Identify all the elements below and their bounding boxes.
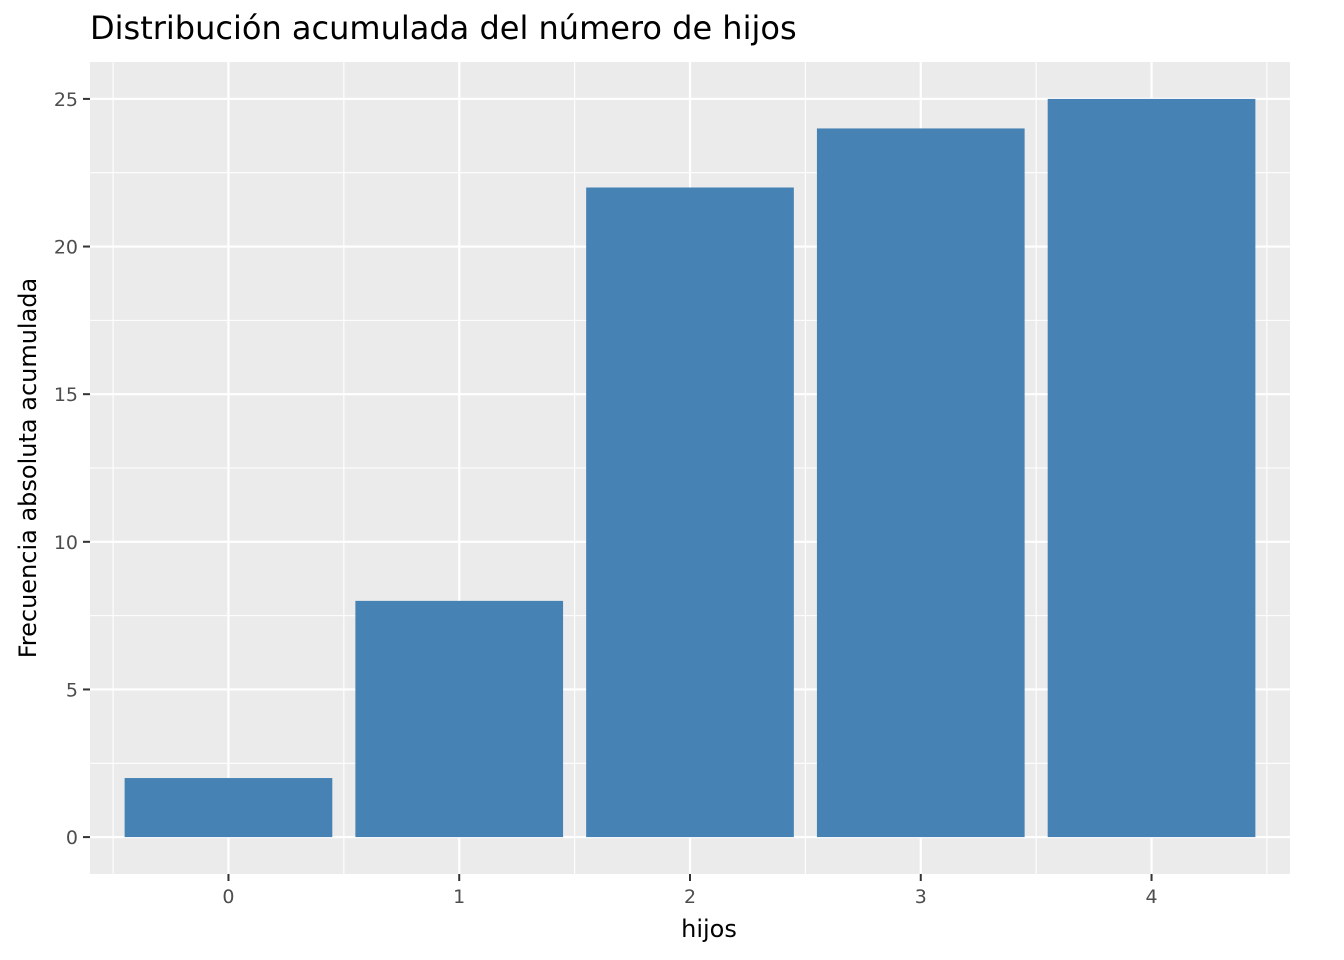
x-tick-label: 4 bbox=[1145, 886, 1157, 908]
x-axis: 0 1 2 3 4 bbox=[222, 874, 1158, 908]
y-tick-label: 25 bbox=[54, 89, 78, 111]
x-axis-title: hijos bbox=[681, 915, 737, 943]
bars bbox=[124, 98, 1256, 838]
x-tick-label: 3 bbox=[915, 886, 927, 908]
y-tick-label: 10 bbox=[54, 532, 78, 554]
y-axis-title: Frecuencia absoluta acumulada bbox=[14, 278, 42, 659]
y-tick-label: 5 bbox=[66, 679, 78, 701]
x-tick-label: 0 bbox=[222, 886, 234, 908]
bar-0 bbox=[124, 778, 333, 838]
y-axis: 0 5 10 15 20 25 bbox=[54, 89, 90, 849]
x-tick-label: 1 bbox=[453, 886, 465, 908]
bar-3 bbox=[816, 128, 1025, 838]
y-tick-label: 15 bbox=[54, 384, 78, 406]
bar-1 bbox=[355, 600, 564, 838]
bar-4 bbox=[1047, 98, 1256, 838]
y-tick-label: 0 bbox=[66, 827, 78, 849]
y-tick-label: 20 bbox=[54, 237, 78, 259]
chart-title: Distribución acumulada del número de hij… bbox=[90, 9, 797, 47]
bar-2 bbox=[586, 187, 794, 838]
x-tick-label: 2 bbox=[684, 886, 696, 908]
